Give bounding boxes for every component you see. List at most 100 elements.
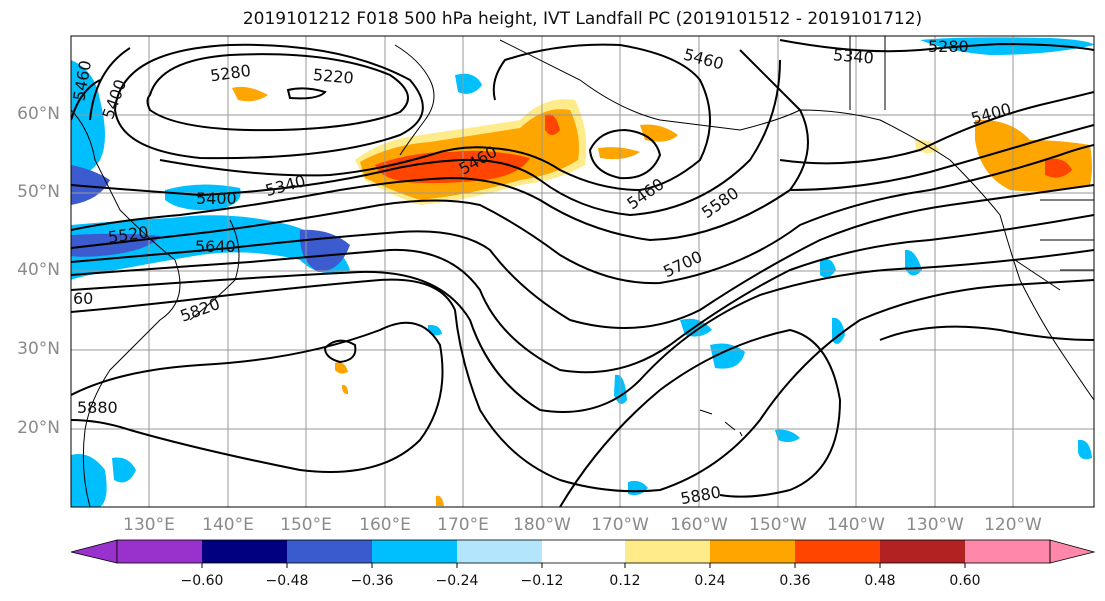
contour-5280 [113,43,424,160]
ivt-positive-region [1045,158,1072,178]
graticule [71,36,1094,507]
colorbar-extend-low [70,539,118,564]
map-title: 2019101212 F018 500 hPa height, IVT Land… [242,9,923,29]
ivt-negative-region [920,37,1094,55]
contour-5700 [71,249,1094,413]
small-high-contour [323,339,357,364]
contour-5400 [71,59,781,217]
lon-label: 150°E [280,515,332,535]
colorbar-segment [117,540,202,563]
lat-label: 50°N [17,182,60,202]
contour-5880 [71,321,444,473]
contour-label: 5280 [209,61,252,85]
contour-5520 [71,144,1094,285]
colorbar-segment [287,540,372,563]
ivt-positive-region [342,384,348,395]
lon-label: 160°E [359,515,411,535]
colorbar-segment [710,540,795,563]
contour-label: 5340 [263,171,307,200]
colorbar-segment [965,540,1050,563]
contour-5880-east [559,328,842,507]
contour-label: 5640 [195,237,236,256]
contour-label: 5220 [312,65,354,87]
colorbar-tick-label: 0.24 [694,573,726,589]
ivt-positive-region [598,147,640,160]
ivt-shading [71,37,1094,507]
colorbar-outline [116,539,1051,564]
lon-label: 180°W [513,515,571,535]
colorbar-tick-label: 0.36 [779,573,811,589]
contour-label: 5880 [679,482,722,508]
lon-label: 170°E [437,515,489,535]
colorbar-segment [542,540,625,563]
ivt-negative-region [775,429,800,443]
ivt-negative-region [112,457,136,483]
height-contours [71,39,1094,507]
contour-label: 5580 [698,183,742,222]
lon-label: 130°W [906,515,964,535]
ivt-negative-region [71,215,350,280]
contour-label: 5400 [196,189,237,208]
colorbar [70,539,1096,568]
map-frame [70,35,1095,508]
contour-5460-east [789,124,1094,191]
contour-5400-east [779,91,1094,165]
north-america-coast [999,214,1094,401]
contour-label: 5460 [623,174,667,213]
contour-5880-far-east [879,325,1094,341]
contour-5220-inner [286,87,327,100]
ivt-negative-region [455,73,482,94]
lon-label: 160°W [670,515,728,535]
ivt-negative-region [820,258,836,278]
lon-label: 130°E [123,515,175,535]
colorbar-tick-label: −0.60 [180,573,224,589]
contour-label: 60 [73,289,93,308]
lon-label: 150°W [749,515,807,535]
ivt-positive-region [232,86,268,102]
hawaii-islands [699,409,743,437]
contour-5460-loop [588,128,662,180]
lon-label: 140°W [827,515,885,535]
lat-label: 20°N [17,418,60,438]
contour-5580 [71,184,1094,329]
us-borders [1014,199,1094,291]
ivt-negative-region [1078,439,1092,460]
colorbar-tick-label: 0.60 [949,573,981,589]
colorbar-segment [795,540,880,563]
contour-label: 5700 [660,247,705,281]
colorbar-tick-label: −0.36 [350,573,394,589]
canada-borders [849,36,886,110]
ivt-negative-region [165,184,241,211]
ivt-negative-region [71,165,110,205]
contour-5460 [71,49,809,242]
colorbar-tick-label: 0.48 [864,573,896,589]
colorbar-tick-label: −0.48 [265,573,309,589]
kamchatka-coast [394,44,435,156]
ivt-negative-region [428,324,442,336]
contour-label: 5880 [77,398,118,417]
lat-label: 40°N [17,260,60,280]
ivt-negative-region [628,480,648,496]
ivt-positive-region [335,362,348,374]
colorbar-segment [625,540,710,563]
contour-label: 5340 [832,45,874,67]
contour-label: 5820 [178,294,223,326]
colorbar-segment [880,540,965,563]
ivt-positive-region [640,124,678,142]
lon-label: 120°W [984,515,1042,535]
contour-5820 [71,278,1094,493]
alaska-coast [499,39,1001,216]
colorbar-segment [372,540,457,563]
ivt-negative-region [905,249,922,276]
colorbar-tick-label: −0.12 [520,573,564,589]
colorbar-tick-label: −0.24 [435,573,479,589]
contour-5340 [89,43,711,192]
colorbar-segment [457,540,542,563]
contour-label: 5280 [928,37,969,56]
lat-label: 30°N [17,339,60,359]
lon-label: 140°E [202,515,254,535]
lon-label: 170°W [591,515,649,535]
colorbar-tick-label: 0.12 [609,573,641,589]
colorbar-segment [202,540,287,563]
